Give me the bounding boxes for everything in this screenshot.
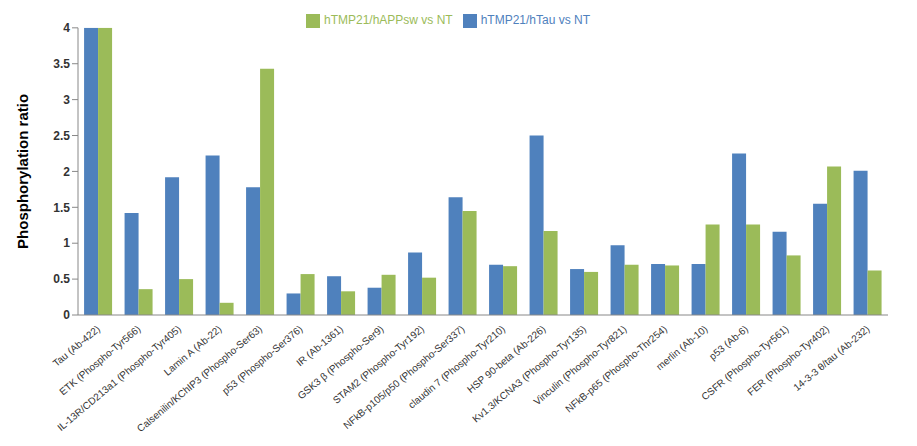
svg-text:NFkB-p105/p50 (Phospho-Ser337): NFkB-p105/p50 (Phospho-Ser337)	[341, 323, 467, 431]
svg-text:NFkB-p65 (Phospho-Thr254): NFkB-p65 (Phospho-Thr254)	[563, 323, 669, 414]
svg-text:0.5: 0.5	[53, 272, 70, 286]
svg-text:Lamin A (Ab-22): Lamin A (Ab-22)	[161, 323, 224, 378]
svg-text:Kv1.3/KCNA3 (Phospho-Tyr135): Kv1.3/KCNA3 (Phospho-Tyr135)	[470, 323, 589, 425]
svg-text:3: 3	[63, 93, 70, 107]
svg-text:CSFR (Phospho-Tyr561): CSFR (Phospho-Tyr561)	[699, 323, 791, 403]
svg-text:IR (Ab-1361): IR (Ab-1361)	[294, 323, 346, 369]
svg-text:claudin 7 (Phospho-Tyr210): claudin 7 (Phospho-Tyr210)	[405, 323, 508, 411]
svg-text:IL-13R/CD213a1 (Phospho-Tyr405: IL-13R/CD213a1 (Phospho-Tyr405)	[55, 323, 183, 433]
svg-text:STAM2 (Phospho-Tyr192): STAM2 (Phospho-Tyr192)	[330, 323, 427, 406]
svg-text:1: 1	[63, 236, 70, 250]
svg-text:2.5: 2.5	[53, 129, 70, 143]
svg-text:2: 2	[63, 165, 70, 179]
svg-text:p53 (Ab-6): p53 (Ab-6)	[706, 323, 751, 362]
svg-text:merlin (Ab-10): merlin (Ab-10)	[654, 323, 710, 372]
svg-text:FER (Phospho-Tyr402): FER (Phospho-Tyr402)	[745, 323, 831, 398]
svg-text:14-3-3 θ/tau (Ab-232): 14-3-3 θ/tau (Ab-232)	[791, 323, 871, 393]
svg-text:HSP 90-beta (Ab-226): HSP 90-beta (Ab-226)	[465, 323, 548, 395]
svg-text:4: 4	[63, 21, 70, 35]
svg-text:Phosphorylation ratio: Phosphorylation ratio	[14, 94, 31, 249]
svg-text:3.5: 3.5	[53, 57, 70, 71]
svg-text:ETK (Phospho-Tyr566): ETK (Phospho-Tyr566)	[57, 323, 143, 398]
svg-text:p53 (Phospho-Ser376): p53 (Phospho-Ser376)	[220, 323, 305, 396]
svg-text:GSK3 β (Phospho-Ser9): GSK3 β (Phospho-Ser9)	[295, 323, 386, 402]
svg-text:Vinculin (Phospho-Tyr821): Vinculin (Phospho-Tyr821)	[531, 323, 629, 408]
svg-text:0: 0	[63, 308, 70, 322]
svg-text:Calsenilin/KChIP3 (Phospho-Ser: Calsenilin/KChIP3 (Phospho-Ser63)	[134, 323, 265, 435]
html-text:hTMP21/hAPPsw vs NT: hTMP21/hAPPsw vs NT	[324, 13, 453, 27]
html-text:hTMP21/hTau vs NT: hTMP21/hTau vs NT	[480, 13, 590, 27]
svg-text:1.5: 1.5	[53, 201, 70, 215]
svg-text:Tau (Ab-422): Tau (Ab-422)	[50, 323, 103, 369]
